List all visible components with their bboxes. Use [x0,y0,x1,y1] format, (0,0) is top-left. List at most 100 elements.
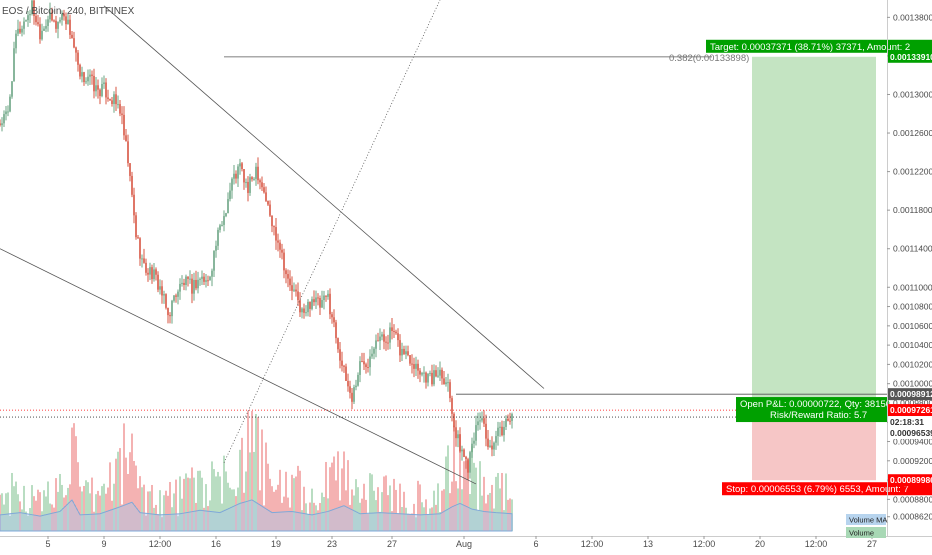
candle-body [381,334,383,337]
volume-legend-bg [846,527,886,538]
volume-bar [263,505,265,531]
candle-body [263,187,265,193]
candle-body [421,373,423,375]
volume-bar [429,508,431,531]
candle-body [245,181,247,183]
candle-body [369,356,371,368]
candle-body [107,97,109,99]
volume-bar [311,488,313,531]
volume-bar [467,460,469,531]
candle-body [437,375,439,377]
volume-bar [491,484,493,531]
candle-body [93,75,95,92]
time-tick-label: 12:00 [149,539,172,549]
volume-bar [391,511,393,531]
volume-ma-legend-text: Volume MA [849,516,887,525]
candle-body [501,426,503,436]
volume-bar [509,498,511,531]
candle-body [147,272,149,275]
time-tick-label: 16 [211,539,221,549]
candle-body [495,436,497,443]
target-label-text: Target: 0.00037371 (38.71%) 37371, Amoun… [710,42,910,53]
volume-bar [181,498,183,531]
volume-bar [267,463,269,531]
volume-bar [471,446,473,531]
candle-body [413,364,415,369]
candle-body [185,276,187,285]
candle-body [73,38,75,48]
volume-bar [135,465,137,531]
candle-body [335,322,337,339]
volume-bar [59,473,61,531]
volume-bar [377,487,379,531]
volume-bar [307,514,309,531]
volume-bar [115,458,117,531]
volume-bar [125,457,127,531]
candle-body [65,16,67,25]
volume-bar [405,507,407,531]
candle-body [445,382,447,385]
candle-body [337,338,339,350]
candle-body [121,113,123,115]
candle-body [295,289,297,292]
candle-body [455,427,457,439]
candle-body [127,141,129,164]
volume-bar [61,484,63,531]
candle-body [87,76,89,82]
candle-body [173,295,175,301]
volume-bar [349,504,351,531]
candle-body [163,294,165,296]
candle-body [133,194,135,216]
candle-body [69,19,71,35]
candle-body [151,267,153,280]
volume-bar [305,503,307,531]
candle-body [261,182,263,188]
stop-label: Stop: 0.00006553 (6.79%) 6553, Amount: 7 [722,482,932,496]
time-tick-label: 12:00 [805,539,828,549]
time-axis[interactable]: 5 9 12:00 16 19 23 27 Aug 6 12:00 13 12:00 20 12:00 27 [45,536,877,549]
candle-body [279,242,281,250]
volume-bar [225,471,227,531]
volume-bar [443,489,445,531]
candle-body [191,278,193,294]
volume-bar [441,490,443,531]
volume-bar [419,484,421,531]
time-tick-label: 23 [327,539,337,549]
volume-bar [145,515,147,531]
candle-body [481,418,483,421]
volume-legend: Volume [846,527,886,538]
volume-bar [87,482,89,531]
candle-body [281,249,283,253]
volume-bar [347,460,349,531]
volume-bar [121,504,123,531]
volume-bar [195,502,197,531]
candle-body [201,276,203,279]
volume-bar [477,510,479,531]
target-label: Target: 0.00037371 (38.71%) 37371, Amoun… [706,39,932,53]
volume-bar [79,486,81,531]
volume-bar [51,504,53,531]
volume-bar [0,494,1,531]
candle-body [83,72,85,83]
volume-bar [55,478,57,531]
candle-body [81,72,83,77]
volume-bar [481,495,483,531]
candle-body [397,333,399,341]
volume-bar [499,488,501,531]
volume-bar [275,489,277,531]
volume-bar [43,490,45,531]
candle-body [53,20,55,22]
candle-body [45,26,47,29]
candle-body [429,372,431,374]
candle-body [0,123,1,126]
candle-body [485,423,487,439]
volume-bar [131,433,133,531]
candle-body [109,98,111,101]
candle-body [451,398,453,414]
volume-bar [221,503,223,531]
